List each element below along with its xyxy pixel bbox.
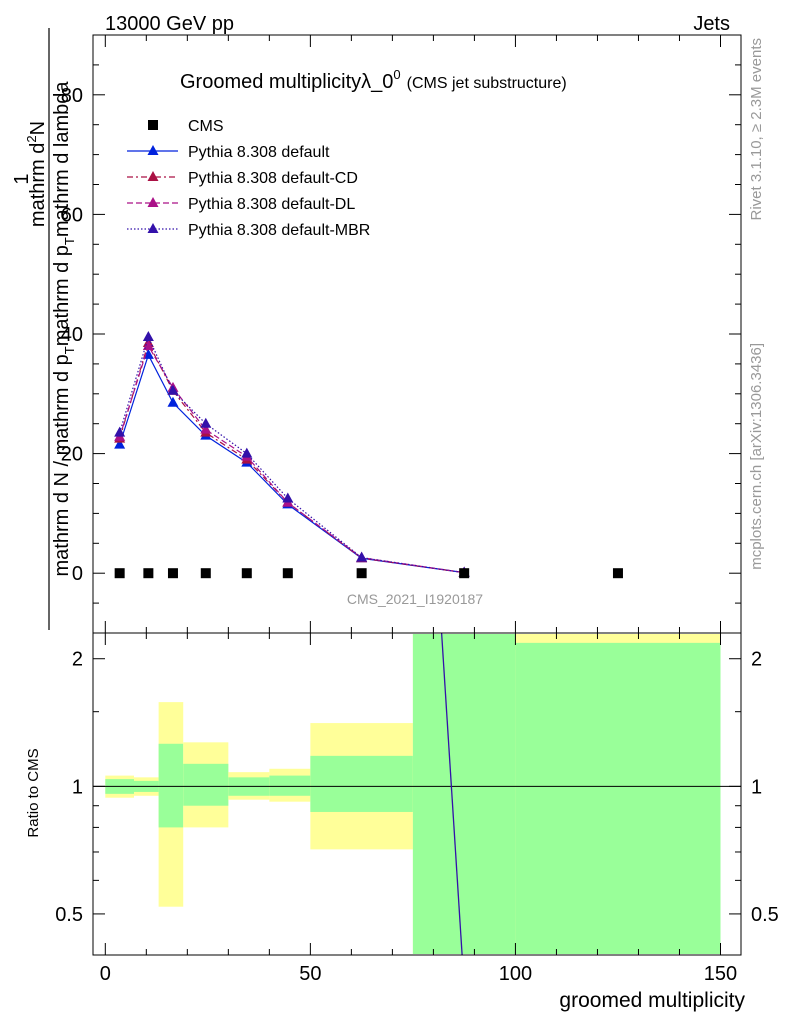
y-tick-label: 0 (72, 563, 83, 585)
header-left: 13000 GeV pp (105, 13, 234, 35)
analysis-tag: CMS_2021_I1920187 (347, 591, 483, 607)
series-marker (114, 426, 126, 437)
x-tick-label: 150 (704, 963, 737, 985)
ratio-band-green (269, 775, 311, 796)
ylabel-denominator-part2: mathrm d p (51, 245, 73, 346)
mc-series (114, 330, 470, 577)
ylabel-denominator: mathrm d N / mathrm d pTmathrm d pTmathr… (51, 81, 77, 577)
x-axis-label: groomed multiplicity (559, 989, 745, 1012)
series-marker (142, 330, 154, 341)
ratio-bands (93, 632, 741, 956)
y-tick-label: 40 (61, 324, 83, 346)
chart-title-main: Groomed multiplicityλ_0 (180, 71, 393, 93)
ratio-band-green (412, 634, 516, 954)
ratio-y-tick-label-right: 2 (751, 649, 762, 671)
ylabel-denominator-part3: mathrm d lambda (51, 81, 73, 237)
y-tick-label: 80 (61, 85, 83, 107)
ylabel-denominator-sub1: T (62, 346, 77, 354)
ratio-y-tick-label: 2 (72, 649, 83, 671)
ylabel-numerator-full: mathrm d2N (24, 121, 49, 227)
cms-data-point (459, 568, 470, 579)
y-axis-label: 1 mathrm d2N mathrm d N / mathrm d pTmat… (11, 28, 77, 630)
series-marker (142, 339, 154, 350)
ylabel-numerator-sup: 2 (24, 135, 39, 142)
ylabel-numerator: 1 (11, 173, 33, 184)
x-tick-label: 100 (499, 963, 532, 985)
cms-data-point (282, 568, 293, 579)
rivet-label: Rivet 3.1.10, ≥ 2.3M events (748, 38, 765, 221)
legend-label: Pythia 8.308 default-CD (188, 170, 358, 187)
legend-marker (148, 120, 158, 130)
ylabel-denominator-sub2: T (62, 237, 77, 245)
series-marker (241, 447, 253, 458)
ratio-y-tick-label-right: 0.5 (751, 904, 779, 926)
ratio-mc-line (440, 632, 463, 956)
series-marker (282, 492, 294, 503)
chart-title-sup: 0 (393, 67, 400, 82)
series-marker (167, 384, 179, 395)
chart-subtitle: (CMS jet substructure) (407, 75, 567, 92)
y-tick-label: 20 (61, 444, 83, 466)
ylabel-numerator-text: mathrm d (27, 143, 49, 227)
series-marker (114, 438, 126, 449)
ylabel-numerator-lead: 1 (11, 173, 33, 184)
main-axis-ticks: 0 20 40 60 80 (61, 34, 741, 634)
ratio-band-green (158, 743, 184, 828)
chart-title: Groomed multiplicityλ_00 (CMS jet substru… (180, 67, 567, 93)
ratio-y-tick-label: 1 (72, 776, 83, 798)
ratio-y-tick-label: 0.5 (55, 904, 83, 926)
series-marker (200, 423, 212, 434)
ylabel-denominator-part1: mathrm d N / mathrm d p (51, 354, 73, 576)
series-marker (356, 551, 368, 562)
series-marker (200, 417, 212, 428)
legend-label: Pythia 8.308 default-DL (188, 196, 355, 213)
ratio-axis-ticks: 0 50 100 150 0.5 0.5 1 1 2 2 (55, 633, 779, 985)
ratio-y-label: Ratio to CMS (25, 748, 42, 837)
cms-data-point (200, 568, 211, 579)
mcplots-label: mcplots.cern.ch [arXiv:1306.3436] (748, 343, 765, 570)
series-marker (167, 396, 179, 407)
series-marker (147, 171, 159, 181)
ratio-band-green (310, 755, 413, 812)
cms-data-point (241, 568, 252, 579)
legend-label: Pythia 8.308 default (188, 144, 330, 161)
ratio-band-green (183, 763, 229, 806)
x-tick-label: 50 (299, 963, 321, 985)
series-marker (147, 223, 159, 233)
series-line (119, 335, 465, 574)
cms-data-point (167, 568, 178, 579)
series-line (119, 344, 465, 574)
y-tick-label: 60 (61, 204, 83, 226)
legend: CMS Pythia 8.308 default Pythia 8.308 defa… (127, 118, 370, 239)
header-right: Jets (693, 13, 730, 35)
cms-data-point (143, 568, 154, 579)
cms-data-point (612, 568, 623, 579)
cms-data-point (356, 568, 367, 579)
series-marker (147, 145, 159, 155)
cms-data-point (114, 568, 125, 579)
ylabel-numerator-tail: N (27, 121, 49, 135)
cms-data (114, 568, 623, 579)
ratio-plot-frame (92, 632, 742, 956)
series-marker (147, 197, 159, 207)
x-tick-label: 0 (100, 963, 111, 985)
legend-label: CMS (188, 118, 224, 135)
legend-label: Pythia 8.308 default-MBR (188, 222, 370, 239)
ratio-y-tick-label-right: 1 (751, 776, 762, 798)
ratio-band-green (515, 642, 721, 954)
series-line (119, 341, 465, 574)
